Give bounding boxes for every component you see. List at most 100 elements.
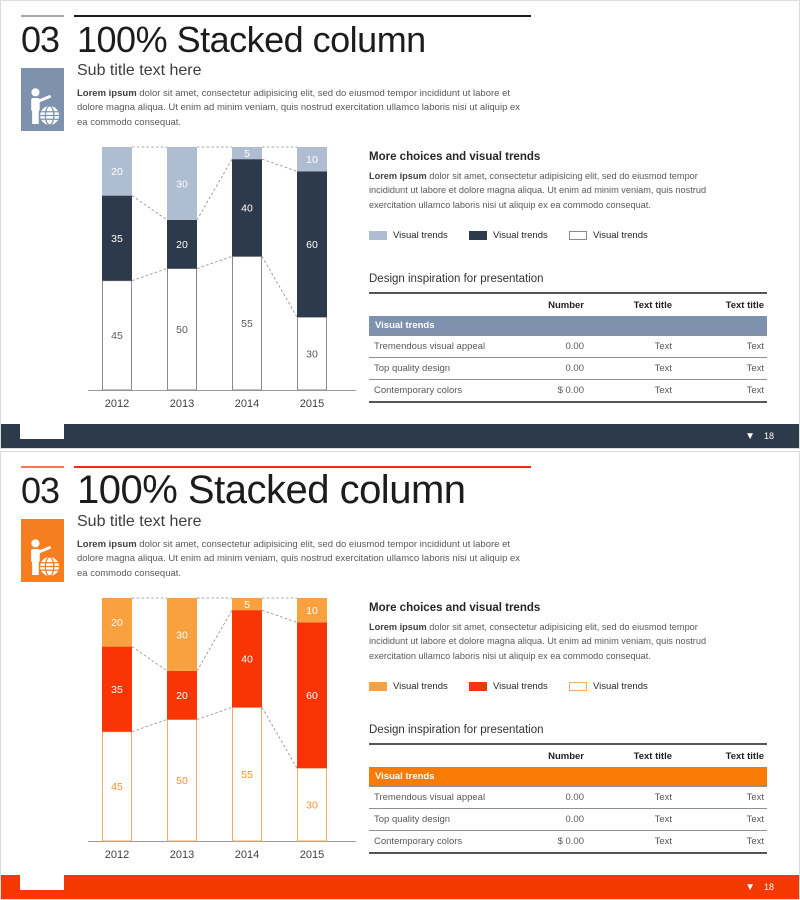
design-table: Number Text title Text title Visual tren… (369, 292, 767, 403)
slide-subtitle: Sub title text here (77, 513, 202, 530)
legend-item-white: Visual trends (569, 230, 669, 241)
cell: 0.00 (521, 357, 587, 380)
table-row: Tremendous visual appeal 0.00 Text Text (369, 786, 767, 809)
lead-text: dolor sit amet, consectetur adipisicing … (77, 539, 521, 579)
accent-rule-long (74, 15, 531, 17)
svg-text:20: 20 (176, 690, 188, 702)
svg-text:60: 60 (306, 690, 318, 702)
cell: Text (587, 830, 675, 853)
svg-text:20: 20 (111, 617, 123, 629)
svg-text:10: 10 (306, 154, 318, 166)
accent-rule-long (74, 466, 531, 468)
table-heading: Design inspiration for presentation (369, 724, 544, 736)
svg-text:2012: 2012 (105, 398, 129, 410)
legend-label: Visual trends (593, 681, 648, 692)
icon-box (21, 68, 64, 131)
page-indicator: ▼ 18 (745, 424, 774, 448)
cell: Text (675, 830, 767, 853)
svg-text:45: 45 (111, 330, 123, 342)
table-banner-row: Visual trends (369, 316, 767, 336)
chart-area: 45 35 20 2012 50 20 30 2013 55 40 5 2014 30 60 10 2015 (86, 141, 358, 413)
cell: $ 0.00 (521, 830, 587, 853)
right-paragraph: Lorem ipsum dolor sit amet, consectetur … (369, 620, 727, 663)
svg-text:55: 55 (241, 318, 253, 330)
svg-text:30: 30 (306, 348, 318, 360)
accent-rule-short (21, 466, 64, 468)
page-number: 18 (763, 431, 774, 441)
cell: Tremendous visual appeal (369, 335, 521, 358)
svg-text:50: 50 (176, 775, 188, 787)
legend-label: Visual trends (593, 230, 648, 241)
person-globe-icon (30, 539, 59, 577)
right-bold: Lorem ipsum (369, 171, 427, 181)
lead-bold: Lorem ipsum (77, 88, 137, 99)
lead-paragraph: Lorem ipsum dolor sit amet, consectetur … (77, 538, 525, 581)
cell: Text (675, 335, 767, 358)
chart-area: 45 35 20 2012 50 20 30 2013 55 40 5 2014 30 60 10 2015 (86, 592, 358, 864)
svg-text:5: 5 (244, 599, 250, 611)
right-paragraph: Lorem ipsum dolor sit amet, consectetur … (369, 169, 727, 212)
legend-label: Visual trends (393, 230, 448, 241)
cell: Text (675, 786, 767, 809)
page-number: 18 (763, 882, 774, 892)
svg-text:50: 50 (176, 324, 188, 336)
cell: 0.00 (521, 786, 587, 809)
lead-text: dolor sit amet, consectetur adipisicing … (77, 88, 521, 128)
table-header-row: Number Text title Text title (369, 744, 767, 767)
legend-item-light: Visual trends (369, 681, 469, 692)
svg-text:2013: 2013 (170, 849, 194, 861)
col-header-empty (369, 293, 521, 316)
footer-bar: ▼ 18 (1, 424, 799, 448)
legend-swatch-dark (469, 682, 487, 691)
legend-label: Visual trends (493, 230, 548, 241)
page-indicator: ▼ 18 (745, 875, 774, 899)
table-row: Top quality design 0.00 Text Text (369, 357, 767, 380)
table-banner-row: Visual trends (369, 767, 767, 787)
stacked-column-chart: 45 35 20 2012 50 20 30 2013 55 40 5 2014 30 60 10 2015 (88, 146, 356, 410)
footer-notch (20, 424, 64, 439)
svg-text:60: 60 (306, 239, 318, 251)
col-header-text-title-1: Text title (633, 299, 672, 311)
icon-box (21, 519, 64, 582)
design-table: Number Text title Text title Visual tren… (369, 743, 767, 854)
cell: Text (587, 786, 675, 809)
table-row: Contemporary colors $ 0.00 Text Text (369, 379, 767, 402)
footer-bar: ▼ 18 (1, 875, 799, 899)
svg-text:30: 30 (176, 629, 188, 641)
svg-text:30: 30 (306, 799, 318, 811)
svg-text:20: 20 (111, 166, 123, 178)
cell: Top quality design (369, 808, 521, 831)
chart-legend: Visual trends Visual trends Visual trend… (369, 681, 669, 692)
accent-rule-short (21, 15, 64, 17)
legend-item-dark: Visual trends (469, 681, 569, 692)
legend-label: Visual trends (393, 681, 448, 692)
slide-subtitle: Sub title text here (77, 62, 202, 79)
footer-notch (20, 875, 64, 890)
cell: 0.00 (521, 808, 587, 831)
legend-swatch-dark (469, 231, 487, 240)
cell: Text (675, 379, 767, 402)
legend-item-white: Visual trends (569, 681, 669, 692)
svg-text:35: 35 (111, 684, 123, 696)
cell: Text (675, 808, 767, 831)
slide-2-orange: 03 100% Stacked column Sub title text he… (0, 451, 800, 900)
triangle-down-icon: ▼ (745, 430, 755, 442)
svg-text:40: 40 (241, 203, 253, 215)
svg-text:2013: 2013 (170, 398, 194, 410)
person-globe-icon (30, 88, 59, 126)
svg-text:20: 20 (176, 239, 188, 251)
svg-text:40: 40 (241, 654, 253, 666)
right-bold: Lorem ipsum (369, 622, 427, 632)
right-heading: More choices and visual trends (369, 151, 541, 163)
legend-swatch-white (569, 682, 587, 691)
cell: Tremendous visual appeal (369, 786, 521, 809)
right-panel: More choices and visual trends Lorem ips… (369, 602, 769, 857)
svg-text:30: 30 (176, 178, 188, 190)
table-banner: Visual trends (369, 316, 767, 336)
svg-text:10: 10 (306, 605, 318, 617)
table-row: Contemporary colors $ 0.00 Text Text (369, 830, 767, 853)
legend-item-light: Visual trends (369, 230, 469, 241)
svg-text:2015: 2015 (300, 849, 324, 861)
svg-text:2014: 2014 (235, 398, 259, 410)
